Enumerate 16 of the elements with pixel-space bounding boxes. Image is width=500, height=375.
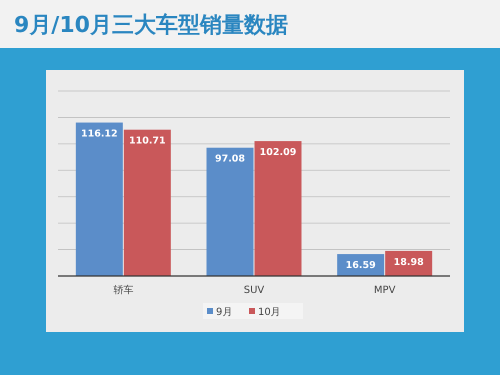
legend-label: 9月 — [216, 307, 232, 318]
x-tick-label: 轿车 — [113, 284, 134, 296]
data-label: 18.98 — [394, 256, 424, 268]
bar — [206, 148, 254, 276]
chart-title: 9月/10月三大车型销量数据 — [14, 12, 288, 38]
bar — [76, 122, 123, 276]
bar — [124, 130, 171, 276]
x-tick-label: MPV — [374, 285, 396, 296]
bar — [254, 141, 302, 276]
data-label: 16.59 — [346, 260, 376, 272]
data-label: 110.71 — [128, 136, 166, 147]
data-label: 97.08 — [214, 154, 246, 165]
legend-label: 10月 — [258, 307, 281, 318]
x-tick-label: SUV — [244, 285, 264, 296]
data-label: 116.12 — [80, 128, 118, 140]
data-label: 102.09 — [260, 147, 296, 158]
